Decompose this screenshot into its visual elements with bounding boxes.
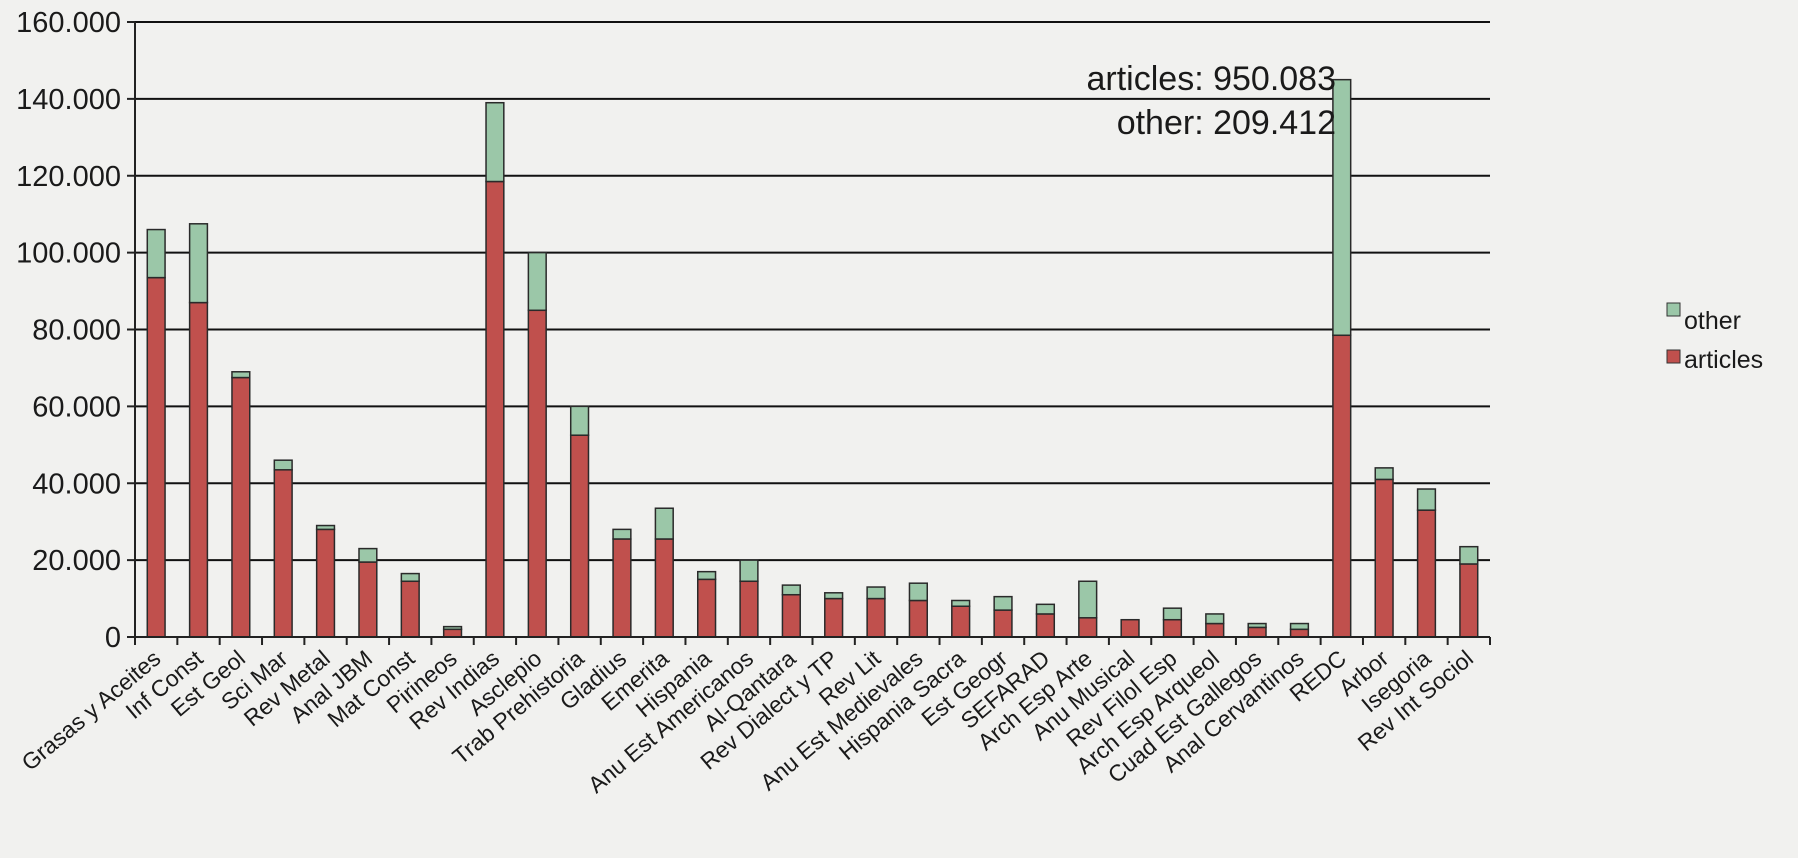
bar-articles [1289,628,1310,638]
legend-swatch-other [1666,302,1681,317]
y-tick-label: 40.000 [32,468,121,500]
bar-other [781,584,801,596]
bar-articles [1416,509,1437,638]
bar-articles [527,309,547,638]
y-tick-label: 60.000 [32,391,121,423]
bar-other [273,459,293,471]
y-tick-label: 20.000 [32,545,121,577]
bar-other [824,592,844,600]
y-tick-label: 100.000 [16,238,121,270]
y-tick-label: 120.000 [16,161,121,193]
bar-articles [1078,617,1098,638]
bar-other [993,595,1013,611]
bar-other [315,524,336,531]
y-tick-label: 140.000 [16,84,121,116]
bar-articles [908,599,929,638]
bar-articles [1374,478,1394,638]
bar-other [442,625,463,631]
bars [146,78,1479,638]
bar-articles [231,376,251,638]
bar-other [1247,622,1267,629]
legend-label-articles: articles [1684,346,1763,374]
bar-other [569,405,590,436]
bar-other [866,586,886,600]
legend-label-other: other [1684,307,1741,335]
bar-articles [696,578,717,638]
bar-articles [1120,618,1140,638]
annotation-other-total: other: 209.412 [1117,104,1336,142]
bar-articles [781,593,801,638]
bar-other [739,559,759,583]
bar-other [951,599,971,607]
legend: other articles [1666,302,1763,374]
bar-other [1374,467,1394,481]
y-axis-tick-labels: 0 20.000 40.000 60.000 80.000 100.000 120.000 1… [16,7,135,654]
legend-swatch-articles [1666,349,1681,364]
bar-articles [273,469,293,638]
bar-articles [400,580,420,638]
bar-articles [1035,613,1056,638]
bar-other [1078,580,1098,619]
bar-articles [993,609,1013,638]
bar-other [358,547,378,563]
bar-articles [1332,334,1352,638]
annotation-articles-total: articles: 950.083 [1087,60,1337,98]
bar-other [1035,603,1056,615]
bar-other [231,371,251,379]
bar-articles [1205,622,1225,638]
y-tick-label: 80.000 [32,315,121,347]
y-tick-label: 160.000 [16,7,121,39]
bar-other [1416,488,1437,511]
bar-articles [739,580,759,638]
bar-articles [315,528,336,638]
bar-other [527,251,547,312]
bar-other [146,228,166,279]
bar-other [1332,78,1352,337]
bar-other [1162,607,1183,621]
bar-articles [612,538,632,638]
bar-other [188,223,209,304]
bar-other [612,528,632,540]
bar-articles [654,538,674,638]
bar-articles [485,180,505,638]
bar-other [1289,622,1310,631]
bar-articles [1459,563,1479,638]
bar-other [400,572,420,583]
bar-articles [569,434,590,638]
bar-other [908,582,929,602]
bar-articles [824,597,844,638]
bar-articles [1162,618,1183,638]
bar-articles [442,628,463,638]
gridlines [135,21,1490,562]
bar-articles [951,605,971,638]
bar-articles [358,561,378,638]
bar-other [485,101,505,183]
y-tick-label: 0 [105,622,121,654]
bar-other [1459,545,1479,565]
bar-articles [188,301,209,638]
bar-articles [1247,626,1267,638]
bar-articles [866,597,886,638]
bar-other [696,570,717,581]
bar-other [654,507,674,540]
bar-other [1205,613,1225,625]
bar-articles [146,276,166,638]
